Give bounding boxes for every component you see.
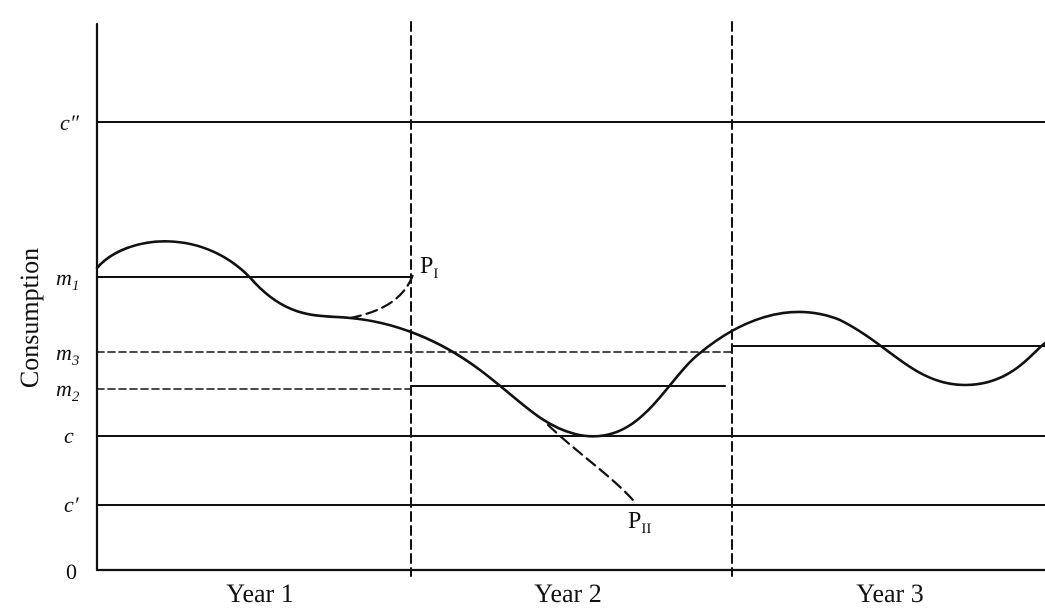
tick-label-m2: m2 [56, 376, 80, 405]
tick-label-c-prime: c′ [64, 492, 80, 517]
tick-label-c-double-prime: c″ [60, 110, 80, 135]
projection-branch-PII [546, 423, 635, 502]
consumption-path [95, 240, 1045, 438]
point-label-PI: PI [420, 253, 438, 282]
y-axis-label: Consumption [15, 248, 44, 388]
tick-label-m1: m1 [56, 265, 79, 294]
tick-label-c: c [64, 423, 74, 448]
year-label-3: Year 3 [856, 579, 923, 608]
origin-label: 0 [66, 559, 77, 584]
projection-branch-PI [348, 270, 416, 320]
year-label-2: Year 2 [534, 579, 601, 608]
year-label-1: Year 1 [226, 579, 293, 608]
point-label-PII: PII [628, 508, 651, 537]
tick-label-m3: m3 [56, 340, 79, 369]
